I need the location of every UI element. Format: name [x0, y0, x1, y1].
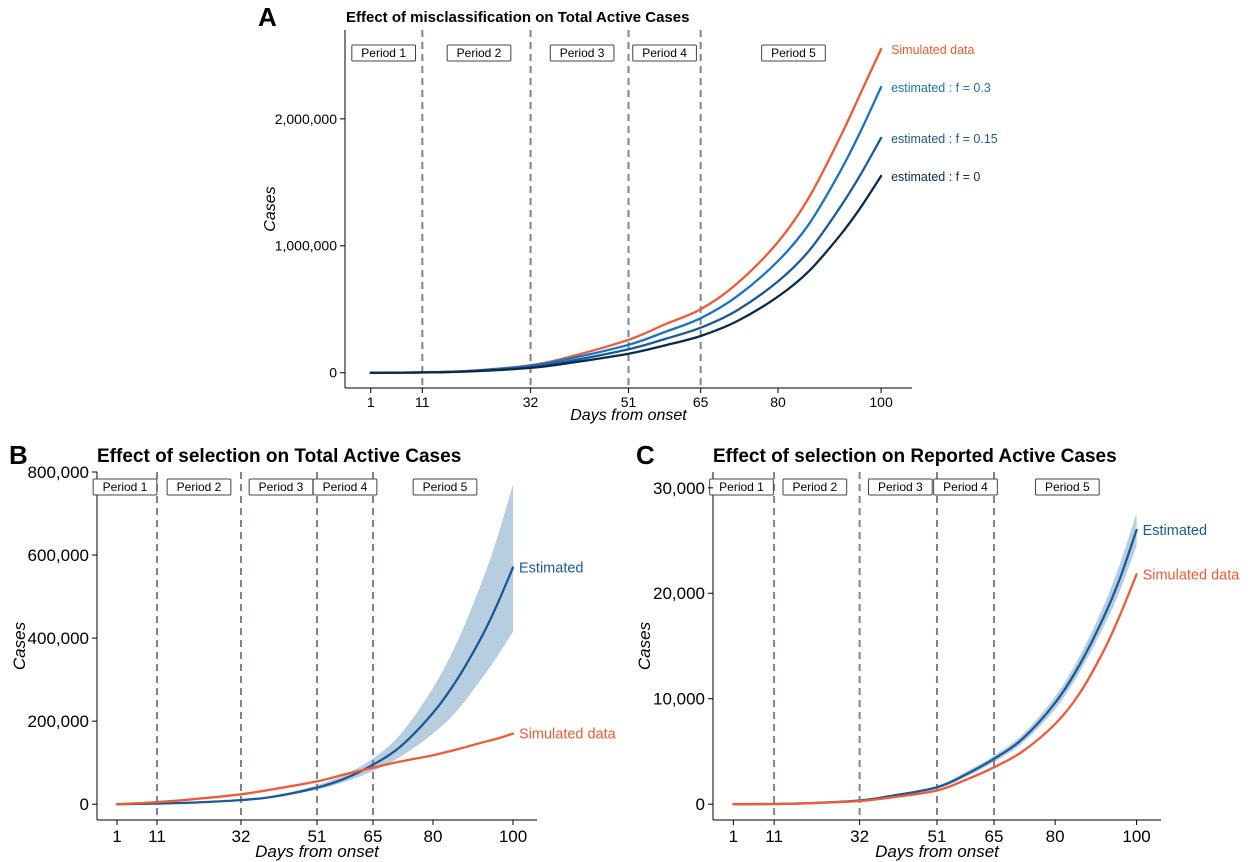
x-tick-label: 65: [693, 394, 709, 410]
period-label: Period 2: [177, 480, 222, 494]
confidence-band: [733, 513, 1137, 805]
y-tick-label: 20,000: [653, 584, 705, 603]
x-tick-label: 32: [523, 394, 539, 410]
series-label: Simulated data: [519, 727, 617, 743]
y-tick-label: 600,000: [28, 546, 89, 565]
chart-title: Effect of selection on Reported Active C…: [713, 446, 1117, 467]
period-label: Period 2: [457, 46, 502, 60]
period-label-box: [92, 478, 158, 496]
x-tick-label: 32: [232, 827, 251, 846]
y-tick-label: 30,000: [653, 479, 705, 498]
series-label: estimated : f = 0.3: [891, 81, 991, 95]
series-line: [369, 47, 883, 374]
period-label-box: [709, 478, 774, 496]
series-line: [369, 136, 883, 374]
period-label: Period 4: [642, 46, 687, 60]
y-tick-label: 400,000: [28, 629, 89, 648]
period-label-box: [166, 478, 232, 496]
period-label: Period 4: [323, 480, 368, 494]
x-tick-label: 80: [1046, 827, 1065, 846]
panel-letter: C: [636, 440, 655, 470]
x-tick-label: 51: [308, 827, 327, 846]
x-tick-label: 51: [621, 394, 637, 410]
y-tick-label: 0: [329, 365, 337, 381]
period-label: Period 2: [792, 480, 837, 494]
panel-letter: A: [258, 2, 277, 32]
period-label: Period 5: [1045, 480, 1090, 494]
series-line: [369, 174, 883, 374]
y-axis-title: Cases: [262, 186, 279, 231]
x-axis-title: Days from onset: [255, 842, 380, 861]
y-tick-label: 0: [696, 795, 705, 814]
confidence-band: [117, 484, 513, 805]
period-label-box: [446, 44, 512, 62]
period-label-box: [933, 478, 998, 496]
y-tick-label: 0: [80, 795, 89, 814]
y-axis-title: Cases: [635, 621, 654, 670]
period-label: Period 3: [560, 46, 605, 60]
y-tick-label: 10,000: [653, 690, 705, 709]
period-label: Period 5: [423, 480, 468, 494]
chart-title: Effect of selection on Total Active Case…: [97, 446, 461, 467]
period-label-box: [761, 44, 826, 62]
series-line: [115, 566, 515, 806]
period-label-box: [312, 478, 378, 496]
x-tick-label: 32: [850, 827, 869, 846]
y-tick-label: 800,000: [28, 463, 89, 482]
x-tick-label: 65: [985, 827, 1004, 846]
period-label: Period 3: [878, 480, 923, 494]
period-label-box: [782, 478, 848, 496]
x-tick-label: 11: [765, 827, 783, 846]
y-tick-label: 200,000: [28, 712, 89, 731]
series-line: [115, 732, 515, 806]
x-tick-label: 1: [729, 827, 738, 846]
period-label-box: [549, 44, 615, 62]
y-tick-label: 2,000,000: [275, 111, 337, 127]
x-tick-label: 1: [112, 827, 121, 846]
period-label: Period 4: [943, 480, 988, 494]
x-axis-title: Days from onset: [875, 842, 1000, 861]
x-tick-label: 51: [928, 827, 947, 846]
x-axis-title: Days from onset: [570, 407, 687, 424]
x-tick-label: 11: [148, 827, 166, 846]
series-label: estimated : f = 0.15: [891, 132, 998, 146]
series-label: Estimated: [1143, 523, 1207, 539]
x-tick-label: 80: [424, 827, 443, 846]
period-label-box: [632, 44, 697, 62]
period-label-box: [351, 44, 416, 62]
series-label: estimated : f = 0: [891, 170, 980, 184]
period-label-box: [412, 478, 478, 496]
series-line: [732, 573, 1138, 806]
x-tick-label: 65: [364, 827, 383, 846]
period-label: Period 1: [103, 480, 148, 494]
period-label-box: [868, 478, 933, 496]
panel-letter: B: [9, 440, 28, 470]
x-tick-label: 100: [869, 394, 893, 410]
x-tick-label: 80: [770, 394, 786, 410]
series-label: Simulated data: [1143, 567, 1241, 583]
period-label: Period 5: [771, 46, 816, 60]
series-label: Estimated: [519, 561, 583, 577]
period-label: Period 3: [259, 480, 304, 494]
x-tick-label: 100: [1122, 827, 1150, 846]
y-axis-title: Cases: [10, 621, 29, 670]
period-label: Period 1: [719, 480, 764, 494]
series-line: [369, 85, 883, 374]
panel-c: C Effect of selection on Reported Active …: [635, 440, 1240, 861]
panel-b: B Effect of selection on Total Active Cas…: [9, 440, 617, 861]
y-tick-label: 1,000,000: [275, 238, 337, 254]
series-label: Simulated data: [891, 43, 974, 57]
x-tick-label: 1: [367, 394, 375, 410]
x-tick-label: 100: [499, 827, 527, 846]
period-label: Period 1: [361, 46, 406, 60]
chart-title: Effect of misclassification on Total Act…: [346, 9, 689, 26]
panel-a: A Effect of misclassification on Total Ac…: [258, 2, 998, 424]
period-label-box: [1034, 478, 1100, 496]
x-tick-label: 11: [415, 394, 430, 410]
